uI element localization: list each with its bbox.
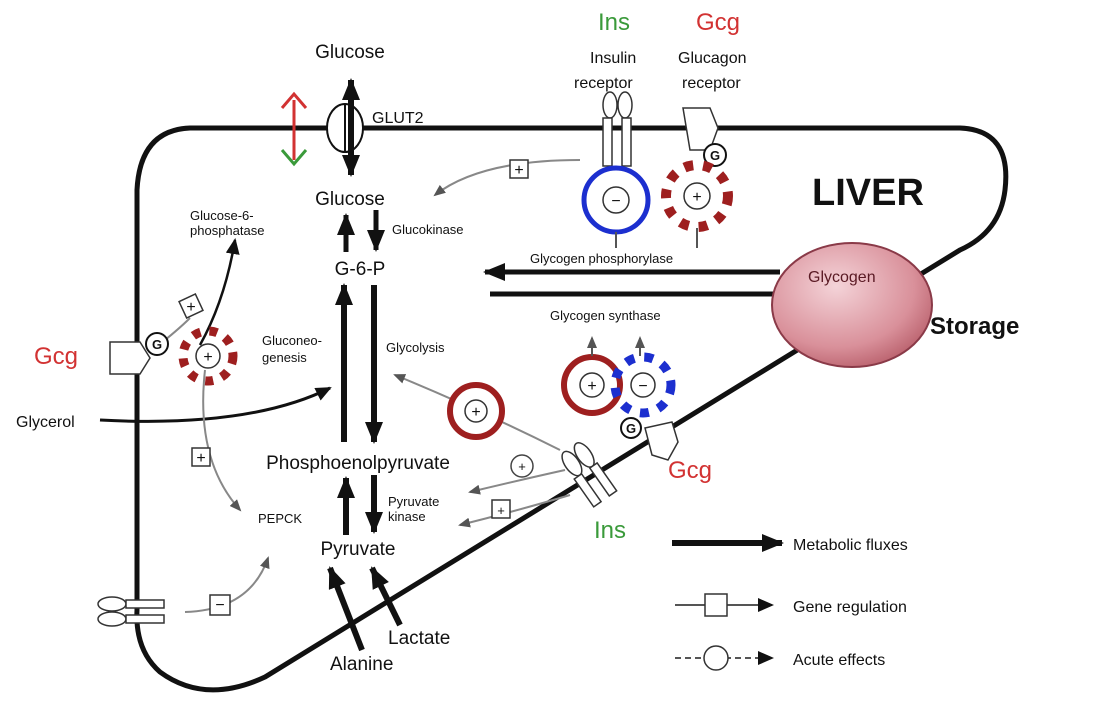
svg-text:G: G xyxy=(710,148,720,163)
gluconeogenesis-label-2: genesis xyxy=(262,350,307,365)
gluconeogenesis-label-1: Gluconeo- xyxy=(262,333,322,348)
glycogen-synthase-label: Glycogen synthase xyxy=(550,308,661,323)
glucagon-inhibition-glycogen-synthase: − xyxy=(610,352,676,418)
glycolysis-activation: + xyxy=(447,382,505,440)
glucose-6-phosphatase-label-2: phosphatase xyxy=(190,223,264,238)
legend-acute-circle xyxy=(703,645,729,671)
insulin-gene-pk-arrow xyxy=(458,494,571,528)
insulin-receptor-bottom xyxy=(561,442,618,508)
insulin-top-label: Ins xyxy=(598,9,630,36)
glucagon-receptor-label-2: receptor xyxy=(682,75,741,92)
glucose-outside-label: Glucose xyxy=(315,42,385,63)
glycerol-label: Glycerol xyxy=(16,414,75,431)
g6pase-gene-box xyxy=(178,293,204,319)
glucagon-bottom-label: Gcg xyxy=(668,457,712,484)
glucokinase-gene-box xyxy=(509,159,529,179)
insulin-receptor-label-1: Insulin xyxy=(590,50,636,67)
glut2-transporter xyxy=(326,103,364,153)
insulin-acute-pk-arrow xyxy=(468,469,566,495)
liver-cell-membrane xyxy=(134,125,1009,693)
svg-text:−: − xyxy=(611,193,620,210)
pepck-gene-box xyxy=(191,447,211,467)
insulin-gene-pk-box xyxy=(491,499,511,519)
pyruvate-kinase-label-2: kinase xyxy=(388,509,426,524)
pep-label: Phosphoenolpyruvate xyxy=(266,453,450,474)
glut2-label: GLUT2 xyxy=(372,110,424,127)
glycogen-label: Glycogen xyxy=(808,269,876,286)
legend-acute-label: Acute effects xyxy=(793,652,885,669)
insulin-inhibition-glycogen-phosphorylase: − xyxy=(581,165,651,235)
glucagon-receptor-left: G xyxy=(109,332,169,375)
glucagon-activation-gluconeogenesis: + xyxy=(178,326,238,386)
glucagon-receptor-top: G xyxy=(682,107,727,167)
glucose-inside-label: Glucose xyxy=(315,189,385,210)
pepck-insulin-gene-box xyxy=(209,594,231,616)
pepck-label: PEPCK xyxy=(258,511,302,526)
g6p-label: G-6-P xyxy=(335,259,386,280)
svg-text:G: G xyxy=(626,421,636,436)
pepck-regulation-arrow xyxy=(202,369,242,512)
insulin-acute-pk-plus: + xyxy=(518,459,526,474)
glycerol-arrow xyxy=(99,386,332,423)
legend-metabolic-label: Metabolic fluxes xyxy=(793,537,908,554)
glucose-flux-indicator xyxy=(280,91,308,167)
insulin-activation-glycogen-synthase: + xyxy=(561,354,623,416)
svg-text:+: + xyxy=(203,349,212,366)
glucagon-activation-glycogen-phosphorylase: + xyxy=(661,160,733,232)
glucagon-receptor-bottom: G xyxy=(620,417,679,461)
lactate-label: Lactate xyxy=(388,628,450,649)
insulin-bottom-label: Ins xyxy=(594,517,626,544)
legend: Metabolic fluxes Gene regulation Acute e… xyxy=(672,534,908,671)
svg-text:−: − xyxy=(638,378,647,395)
glycolysis-label: Glycolysis xyxy=(386,340,445,355)
insulin-receptor-left xyxy=(97,596,165,627)
svg-text:+: + xyxy=(692,189,701,206)
glycogen-granule xyxy=(771,242,933,368)
g6pase-gene-plus: + xyxy=(186,299,195,316)
insulin-receptor-top xyxy=(602,91,633,167)
legend-gene-box xyxy=(704,593,728,617)
glucokinase-regulation-arrow xyxy=(433,159,581,197)
storage-label: Storage xyxy=(930,313,1019,340)
glucagon-left-label: Gcg xyxy=(34,343,78,370)
glucokinase-gene-plus: + xyxy=(514,162,523,179)
insulin-gene-pk-plus: + xyxy=(497,503,505,518)
glucagon-receptor-label-1: Glucagon xyxy=(678,50,747,67)
glucokinase-label: Glucokinase xyxy=(392,222,464,237)
glucagon-top-label: Gcg xyxy=(696,9,740,36)
alanine-to-pyruvate-arrow xyxy=(327,566,365,652)
pyruvate-label: Pyruvate xyxy=(321,539,396,560)
svg-text:+: + xyxy=(587,378,596,395)
g6pase-arrow xyxy=(198,238,240,346)
pepck-insulin-gene-minus: − xyxy=(215,597,224,614)
insulin-receptor-label-2: receptor xyxy=(574,75,633,92)
glycogen-phosphorylase-label: Glycogen phosphorylase xyxy=(530,251,673,266)
pepck-insulin-regulation-arrow xyxy=(184,556,270,613)
glucose-6-phosphatase-label-1: Glucose-6- xyxy=(190,208,254,223)
insulin-acute-pk-circle xyxy=(510,454,534,478)
alanine-label: Alanine xyxy=(330,654,393,675)
lactate-to-pyruvate-arrow xyxy=(369,566,403,627)
pyruvate-kinase-label-1: Pyruvate xyxy=(388,494,439,509)
pepck-gene-plus: + xyxy=(196,450,205,467)
legend-gene-label: Gene regulation xyxy=(793,599,907,616)
svg-text:G: G xyxy=(152,337,162,352)
liver-label: LIVER xyxy=(812,172,924,214)
svg-text:+: + xyxy=(471,404,480,421)
